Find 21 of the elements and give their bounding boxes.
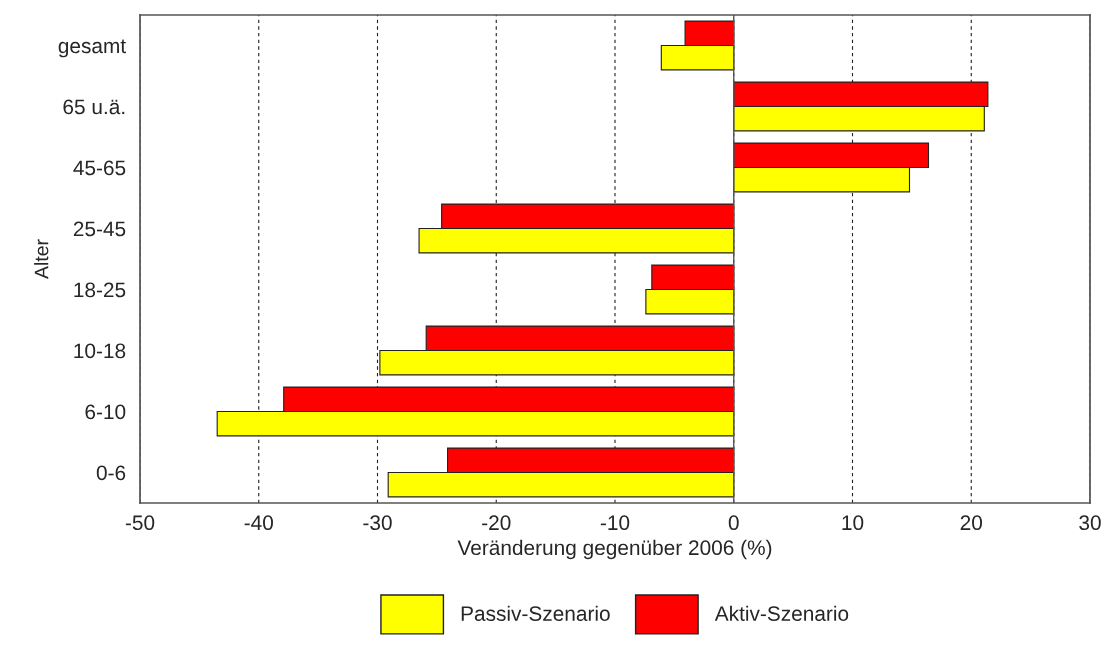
legend-label: Passiv-Szenario <box>461 605 610 621</box>
y-axis-title: Alter <box>34 239 49 279</box>
legend-label: Aktiv-Szenario <box>714 605 849 621</box>
y-tick-label: 10-18 <box>74 343 126 359</box>
x-tick-label: -20 <box>482 515 511 531</box>
y-tick-label: gesamt <box>58 39 126 58</box>
y-tick-label: 6-10 <box>85 404 126 420</box>
y-tick-label: 65 u.ä. <box>63 99 125 115</box>
x-axis-title: Veränderung gegenüber 2006 (%) <box>457 539 772 560</box>
x-tick-label: -30 <box>363 515 392 531</box>
x-tick-label: 30 <box>1079 515 1101 531</box>
y-tick-label: 0-6 <box>96 465 126 481</box>
y-tick-label: 18-25 <box>74 282 126 298</box>
x-tick-label: 0 <box>728 515 739 531</box>
x-tick-label: -10 <box>600 515 630 531</box>
x-tick-label: 10 <box>842 515 864 531</box>
x-tick-label: 20 <box>960 515 983 531</box>
y-tick-label: 45-65 <box>73 160 126 176</box>
x-tick-label: -50 <box>125 515 155 531</box>
y-tick-label: 25-45 <box>73 221 126 237</box>
x-tick-label: -40 <box>244 515 273 531</box>
